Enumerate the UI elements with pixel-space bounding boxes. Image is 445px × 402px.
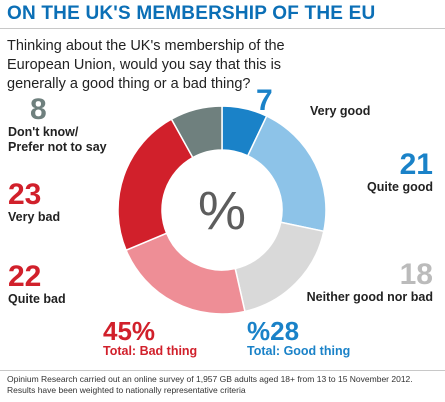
label-very-good: 7 Very good	[256, 86, 370, 119]
label-dont-know: 8 Don't know/ Prefer not to say	[8, 95, 107, 155]
dont-know-value: 8	[30, 93, 47, 126]
total-bad: 45% Total: Bad thing	[103, 318, 197, 359]
label-quite-good: 21 Quite good	[367, 150, 433, 195]
chart-title: ON THE UK'S MEMBERSHIP OF THE EU	[7, 3, 376, 24]
quite-bad-value: 22	[8, 260, 42, 293]
total-bad-value: 45%	[103, 316, 156, 346]
quite-good-caption: Quite good	[367, 180, 433, 194]
slice-dont-know	[170, 105, 223, 159]
dont-know-caption-line1: Don't know/	[8, 125, 79, 139]
very-bad-value: 23	[8, 178, 42, 211]
source-note-line1: Opinium Research carried out an online s…	[7, 374, 413, 384]
label-very-bad: 23 Very bad	[8, 180, 60, 225]
dont-know-caption-line2: Prefer not to say	[8, 140, 107, 154]
very-good-value: 7	[256, 84, 273, 117]
survey-question: Thinking about the UK's membership of th…	[7, 38, 285, 92]
source-note: Opinium Research carried out an online s…	[7, 374, 437, 396]
source-note-line2: Results have been weighted to nationally…	[7, 385, 246, 395]
center-percent-symbol: %	[198, 181, 246, 241]
footer-divider	[0, 370, 445, 371]
quite-bad-caption: Quite bad	[8, 292, 66, 306]
quite-good-value: 21	[399, 148, 433, 181]
donut-slices	[117, 105, 327, 315]
neither-value: 18	[399, 258, 433, 291]
total-bad-caption: Total: Bad thing	[103, 344, 198, 358]
title-divider	[0, 28, 445, 29]
very-good-caption: Very good	[310, 104, 371, 118]
label-quite-bad: 22 Quite bad	[8, 262, 66, 307]
total-good-value: %28	[247, 316, 300, 346]
donut-hole	[162, 150, 282, 270]
total-good-caption: Total: Good thing	[247, 344, 351, 358]
neither-caption: Neither good nor bad	[306, 290, 433, 304]
total-good: %28 Total: Good thing	[247, 318, 350, 359]
label-neither: 18 Neither good nor bad	[307, 260, 433, 305]
very-bad-caption: Very bad	[8, 210, 61, 224]
